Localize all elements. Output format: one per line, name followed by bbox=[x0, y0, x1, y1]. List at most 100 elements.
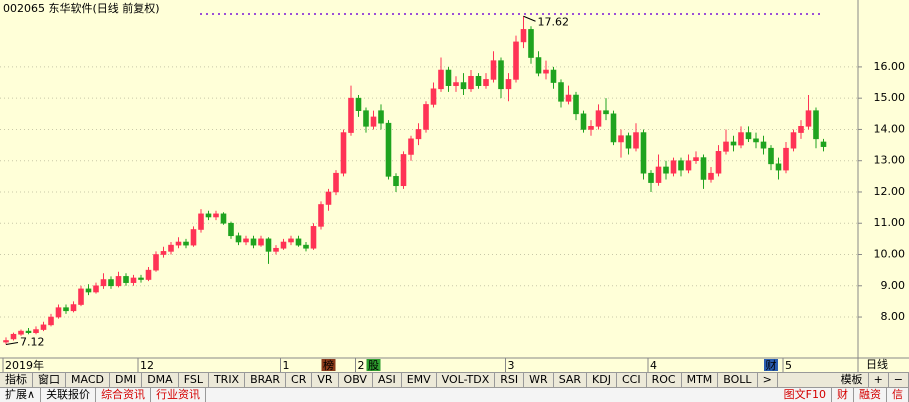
candle-body bbox=[490, 60, 497, 80]
tab[interactable]: 综合资讯 bbox=[96, 388, 152, 402]
candle-body bbox=[813, 110, 819, 140]
tab[interactable]: 关联报价 bbox=[41, 388, 97, 402]
candle-body bbox=[228, 222, 234, 237]
candle-body bbox=[33, 329, 39, 333]
candle-body bbox=[423, 104, 429, 130]
candle-body bbox=[685, 160, 692, 171]
candle-body bbox=[393, 176, 399, 187]
candle-body bbox=[310, 226, 317, 249]
tab[interactable]: RSI bbox=[495, 373, 525, 387]
annotation: 17.62 bbox=[538, 15, 570, 28]
candle-body bbox=[655, 166, 662, 183]
tab[interactable]: 财 bbox=[832, 388, 854, 402]
tab[interactable]: MACD bbox=[66, 373, 110, 387]
candle-body bbox=[468, 75, 474, 90]
tab[interactable]: BRAR bbox=[245, 373, 287, 387]
tab[interactable]: 指标 bbox=[0, 373, 33, 387]
candle-body bbox=[460, 82, 467, 90]
candle-body bbox=[700, 157, 707, 180]
tab[interactable]: 图文F10 bbox=[779, 388, 832, 402]
tab[interactable]: 窗口 bbox=[33, 373, 66, 387]
event-marker-label: 股 bbox=[368, 359, 379, 372]
candle-body bbox=[168, 244, 174, 252]
candle-body bbox=[745, 132, 752, 140]
candle-body bbox=[430, 88, 437, 105]
candle-body bbox=[550, 69, 557, 83]
tab[interactable]: TRIX bbox=[209, 373, 246, 387]
candle-body bbox=[85, 288, 92, 293]
candle-body bbox=[498, 60, 504, 90]
candle-body bbox=[303, 244, 309, 249]
tab[interactable]: FSL bbox=[179, 373, 209, 387]
candle-body bbox=[160, 251, 167, 255]
y-tick-label: 9.00 bbox=[881, 279, 906, 292]
tab[interactable]: 模板 bbox=[836, 373, 869, 387]
annotation-arrow bbox=[523, 15, 536, 22]
candle-body bbox=[543, 69, 549, 74]
spacer bbox=[778, 373, 836, 387]
annotation: 7.12 bbox=[20, 336, 45, 349]
candle-body bbox=[505, 79, 512, 90]
tab[interactable]: CR bbox=[286, 373, 313, 387]
candle-body bbox=[138, 277, 144, 280]
tab[interactable]: 扩展∧ bbox=[0, 388, 42, 402]
tab[interactable]: 融资 bbox=[854, 388, 887, 402]
event-marker-label: 财 bbox=[766, 358, 777, 372]
tab[interactable]: SAR bbox=[554, 373, 588, 387]
tab[interactable]: CCI bbox=[617, 373, 647, 387]
tab[interactable]: ROC bbox=[647, 373, 682, 387]
event-marker bbox=[764, 359, 778, 371]
candle-body bbox=[288, 238, 294, 243]
tab[interactable]: DMI bbox=[110, 373, 143, 387]
y-tick-label: 16.00 bbox=[874, 60, 906, 73]
tab[interactable]: VOL-TDX bbox=[437, 373, 496, 387]
candle-body bbox=[783, 147, 789, 171]
candle-body bbox=[385, 122, 392, 177]
candle-body bbox=[40, 324, 47, 330]
tab[interactable]: MTM bbox=[682, 373, 719, 387]
x-tick-label: 1 bbox=[283, 359, 290, 372]
tab[interactable]: − bbox=[889, 373, 909, 387]
tab[interactable]: WR bbox=[524, 373, 554, 387]
tab[interactable]: DMA bbox=[142, 373, 179, 387]
candle-body bbox=[805, 110, 812, 127]
tab[interactable]: ASI bbox=[373, 373, 402, 387]
candle-body bbox=[618, 135, 624, 143]
tab[interactable]: > bbox=[758, 373, 778, 387]
candle-body bbox=[400, 154, 407, 187]
annotation-arrow bbox=[5, 342, 19, 346]
candle-body bbox=[25, 330, 32, 333]
candle-body bbox=[280, 241, 287, 249]
candle-body bbox=[70, 304, 77, 312]
candle-body bbox=[483, 79, 489, 86]
candle-body bbox=[363, 110, 369, 127]
tab[interactable]: OBV bbox=[339, 373, 373, 387]
candle-body bbox=[693, 157, 699, 162]
candle-body bbox=[273, 247, 279, 252]
candle-body bbox=[798, 126, 804, 133]
y-tick-label: 11.00 bbox=[874, 216, 906, 229]
candle-body bbox=[775, 163, 782, 171]
tab[interactable]: BOLL bbox=[718, 373, 758, 387]
candle-body bbox=[145, 269, 152, 280]
x-tick-label: 2 bbox=[358, 359, 365, 372]
chart-title: 002065 东华软件(日线 前复权) bbox=[3, 1, 160, 15]
tab[interactable]: 信 bbox=[887, 388, 909, 402]
tab[interactable]: 行业资讯 bbox=[151, 388, 207, 402]
candle-body bbox=[355, 97, 362, 111]
candle-body bbox=[520, 29, 527, 43]
x-tick-label: 3 bbox=[508, 359, 515, 372]
y-tick-label: 12.00 bbox=[874, 185, 906, 198]
tab[interactable]: KDJ bbox=[587, 373, 617, 387]
candle-body bbox=[130, 277, 137, 283]
tab[interactable]: VR bbox=[312, 373, 339, 387]
candle-body bbox=[318, 204, 324, 227]
candle-body bbox=[595, 110, 602, 127]
tab[interactable]: + bbox=[869, 373, 889, 387]
y-tick-label: 15.00 bbox=[874, 91, 906, 104]
info-tabs: 扩展∧ 关联报价 综合资讯 行业资讯 图文F10 财融资信 bbox=[0, 387, 909, 402]
candle-body bbox=[625, 135, 632, 149]
candle-body bbox=[115, 276, 122, 287]
tab[interactable]: EMV bbox=[402, 373, 437, 387]
candle-body bbox=[603, 110, 609, 115]
